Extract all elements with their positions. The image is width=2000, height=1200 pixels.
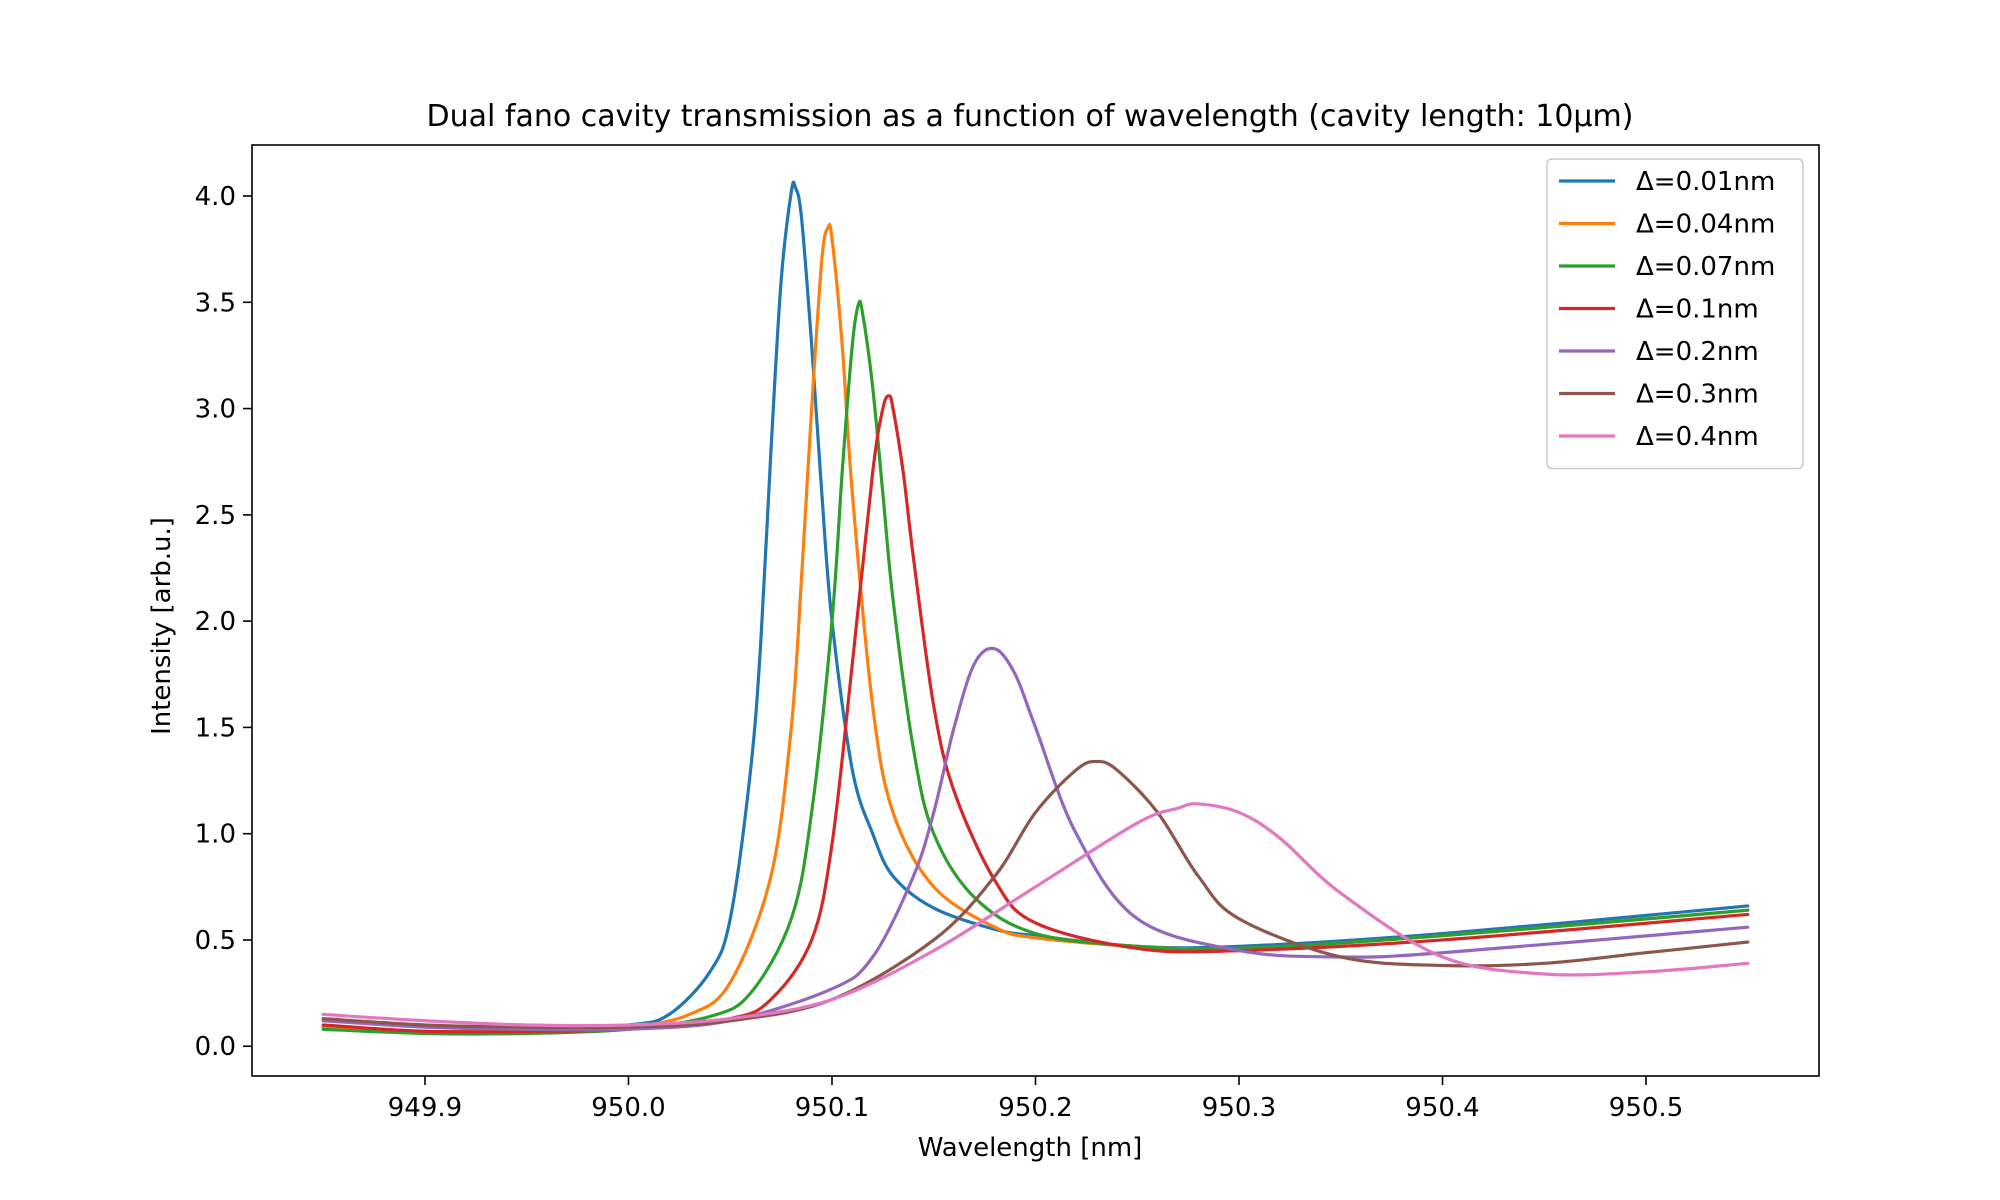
legend-label: Δ=0.07nm [1636,252,1775,282]
x-axis-ticks: 949.9 950.0 950.1 950.2 950.3 950.4 950.5 [388,1076,1683,1123]
series-line-6 [321,759,1750,1030]
x-tick-label: 950.5 [1609,1093,1683,1123]
y-tick-label: 0.5 [195,926,236,956]
y-tick-label: 1.0 [195,820,236,850]
series-line-7 [321,802,1750,1028]
y-tick-label: 0.0 [195,1032,236,1062]
x-tick-label: 950.3 [1202,1093,1276,1123]
y-tick-label: 2.5 [195,501,236,531]
legend-label: Δ=0.01nm [1636,167,1775,197]
legend-box [1546,158,1804,470]
x-tick-label: 949.9 [388,1093,462,1123]
legend-label: Δ=0.04nm [1636,210,1775,240]
x-tick-label: 950.2 [998,1093,1072,1123]
legend-label: Δ=0.4nm [1636,422,1759,452]
series-lines [321,180,1750,1036]
series-line-5 [321,646,1750,1032]
y-tick-label: 4.0 [195,182,236,212]
x-axis-label: Wavelength [nm] [918,1133,1143,1163]
x-tick-label: 950.1 [795,1093,869,1123]
y-tick-label: 2.0 [195,607,236,637]
y-axis-ticks: 0.0 0.5 1.0 1.5 2.0 2.5 3.0 3.5 4.0 [195,182,252,1062]
legend-label: Δ=0.1nm [1636,295,1759,325]
chart-title: Dual fano cavity transmission as a funct… [427,99,1634,134]
x-tick-label: 950.0 [591,1093,665,1123]
legend-label: Δ=0.2nm [1636,337,1759,367]
legend-label: Δ=0.3nm [1636,380,1759,410]
series-line-3 [321,299,1750,1036]
x-tick-label: 950.4 [1405,1093,1479,1123]
legend: Δ=0.01nm Δ=0.04nm Δ=0.07nm Δ=0.1nm Δ=0.2nm Δ=… [1546,158,1804,470]
y-tick-label: 3.5 [195,288,236,318]
y-axis-label: Intensity [arb.u.] [147,517,177,735]
y-tick-label: 1.5 [195,713,236,743]
y-tick-label: 3.0 [195,395,236,425]
